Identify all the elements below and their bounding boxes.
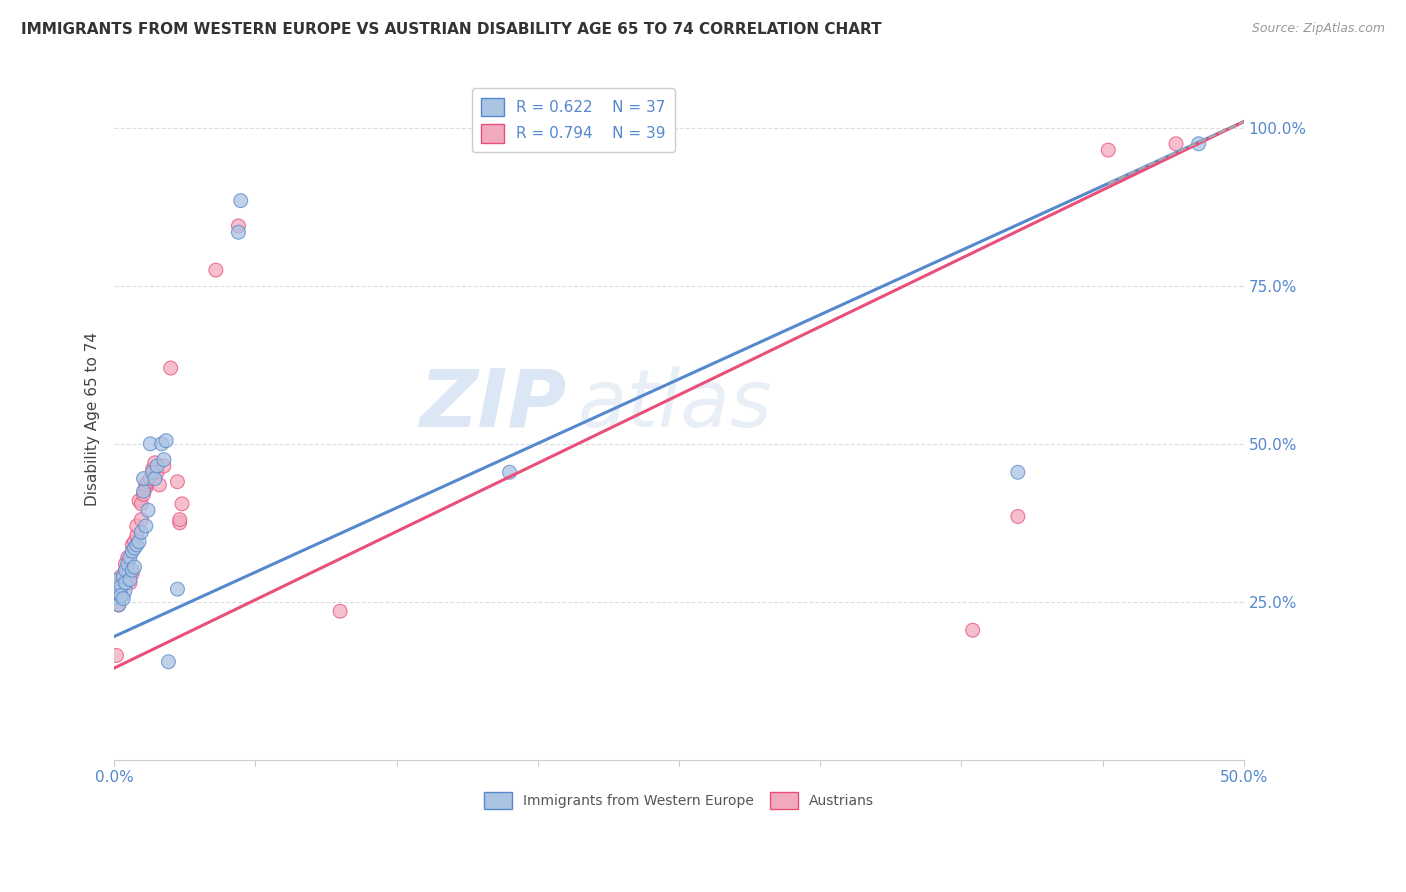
Point (117, 557, 139, 571)
Text: Source: ZipAtlas.com: Source: ZipAtlas.com (1251, 22, 1385, 36)
Point (129, 497, 152, 511)
Point (962, 623, 984, 637)
Point (498, 465, 520, 479)
Point (114, 563, 136, 577)
Point (205, 263, 228, 277)
Point (125, 528, 148, 542)
Point (112, 573, 135, 587)
Point (124, 541, 146, 555)
Point (135, 481, 157, 495)
Point (124, 534, 146, 549)
Legend: Immigrants from Western Europe, Austrians: Immigrants from Western Europe, Austrian… (478, 786, 880, 814)
Point (128, 534, 150, 549)
Point (1097, 143, 1119, 157)
Point (146, 458, 169, 473)
Point (114, 563, 136, 577)
Point (124, 560, 146, 574)
Text: IMMIGRANTS FROM WESTERN EUROPE VS AUSTRIAN DISABILITY AGE 65 TO 74 CORRELATION C: IMMIGRANTS FROM WESTERN EUROPE VS AUSTRI… (21, 22, 882, 37)
Point (136, 503, 159, 517)
Point (142, 465, 165, 479)
Point (128, 493, 150, 508)
Point (125, 538, 148, 552)
Point (118, 550, 141, 565)
Point (139, 437, 162, 451)
Point (229, 194, 252, 208)
Point (132, 487, 155, 501)
Point (136, 475, 159, 489)
Point (114, 575, 136, 590)
Point (228, 219, 250, 233)
Point (132, 472, 155, 486)
Point (129, 525, 152, 540)
Point (135, 478, 157, 492)
Point (129, 513, 152, 527)
Text: ZIP: ZIP (419, 366, 567, 444)
Point (150, 437, 173, 451)
Point (110, 569, 132, 583)
Point (110, 579, 132, 593)
Point (155, 434, 177, 448)
Point (107, 598, 129, 612)
Point (153, 452, 176, 467)
Point (169, 516, 191, 530)
Point (139, 472, 162, 486)
Point (105, 648, 128, 663)
Point (159, 361, 181, 376)
Point (105, 582, 128, 596)
Point (142, 462, 165, 476)
Point (166, 582, 188, 596)
Point (118, 575, 141, 590)
Point (329, 604, 352, 618)
Point (112, 591, 135, 606)
Point (121, 538, 143, 552)
Point (121, 563, 143, 577)
Point (143, 456, 166, 470)
Point (121, 566, 143, 581)
Point (121, 544, 143, 558)
Point (125, 519, 148, 533)
Point (143, 472, 166, 486)
Point (118, 573, 141, 587)
Point (169, 513, 191, 527)
Point (1187, 136, 1209, 151)
Point (166, 475, 188, 489)
Point (110, 582, 132, 596)
Point (228, 225, 250, 239)
Point (1007, 509, 1029, 524)
Point (1164, 136, 1187, 151)
Point (135, 519, 157, 533)
Point (132, 484, 155, 499)
Y-axis label: Disability Age 65 to 74: Disability Age 65 to 74 (86, 332, 100, 506)
Point (117, 550, 139, 565)
Point (107, 598, 129, 612)
Point (148, 478, 170, 492)
Point (170, 497, 193, 511)
Point (1007, 465, 1029, 479)
Point (112, 569, 135, 583)
Point (107, 585, 129, 599)
Text: atlas: atlas (578, 366, 772, 444)
Point (157, 655, 180, 669)
Point (114, 557, 136, 571)
Point (153, 458, 176, 473)
Point (110, 589, 132, 603)
Point (146, 465, 169, 479)
